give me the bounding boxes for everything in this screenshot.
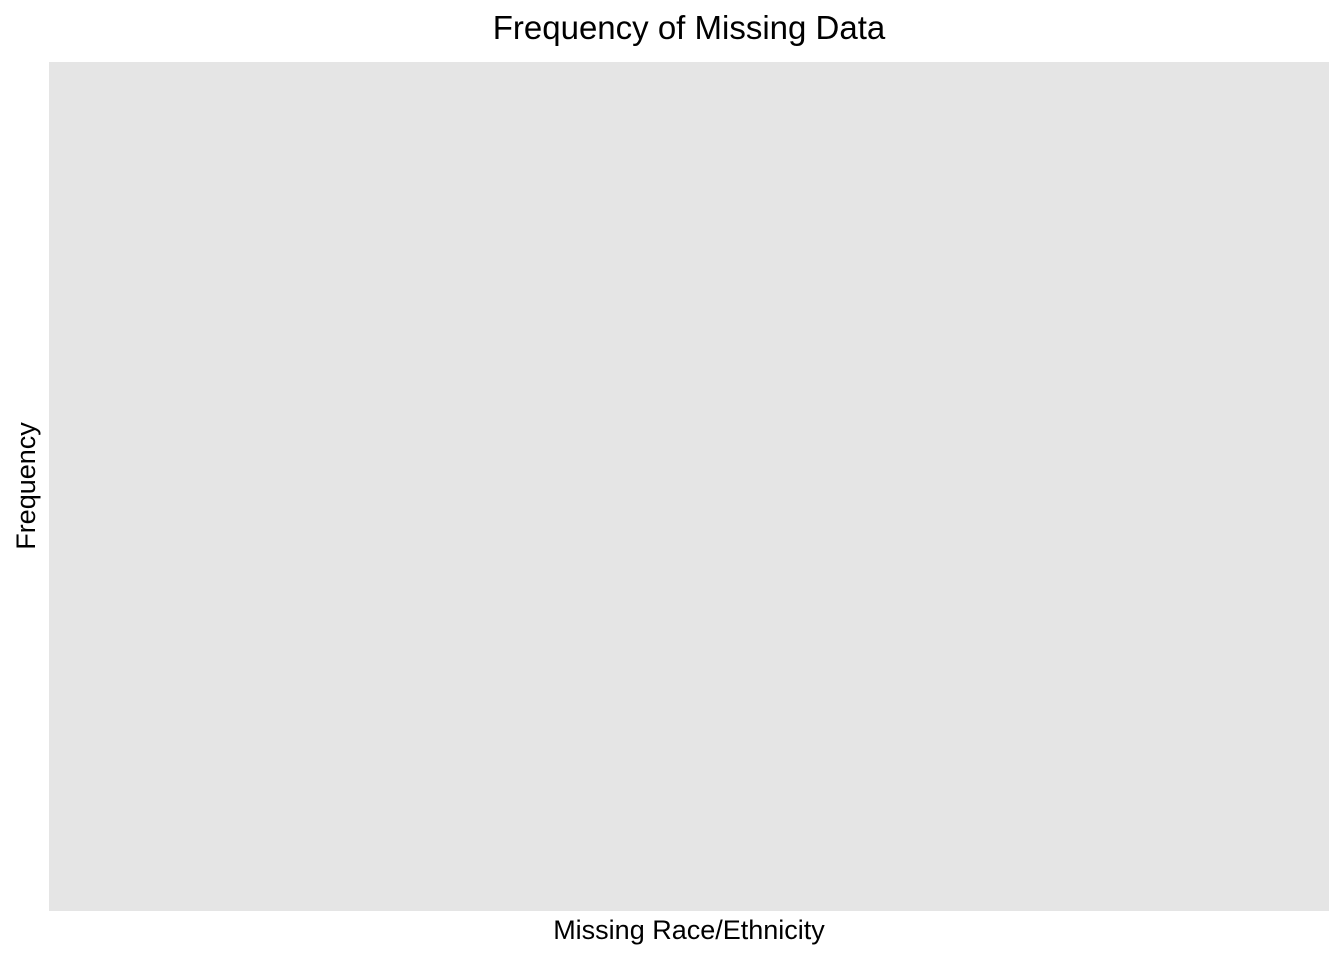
plot-panel-background bbox=[49, 62, 1329, 911]
y-axis-label: Frequency bbox=[11, 422, 41, 550]
x-axis-label: Missing Race/Ethnicity bbox=[553, 915, 825, 945]
chart-title: Frequency of Missing Data bbox=[492, 9, 886, 46]
plot-panel bbox=[49, 62, 1329, 911]
